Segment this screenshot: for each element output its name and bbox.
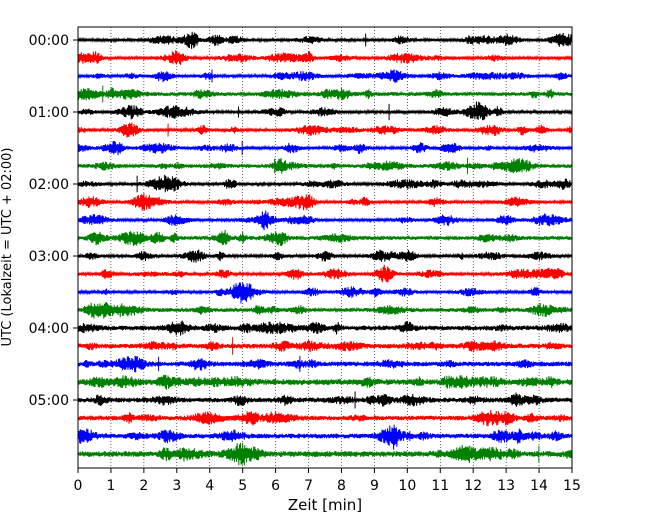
trace-line	[77, 140, 573, 156]
trace-line	[77, 355, 573, 373]
trace-line	[77, 229, 573, 246]
trace-line	[77, 374, 573, 390]
x-tick-label: 2	[139, 478, 148, 494]
seismic-traces	[77, 31, 573, 466]
trace-line	[77, 442, 573, 466]
y-axis-label: UTC (Lokalzeit = UTC + 02:00)	[0, 148, 15, 347]
trace-line	[77, 409, 573, 427]
trace-line	[77, 85, 573, 103]
trace-line	[77, 50, 573, 65]
trace-line	[77, 210, 573, 231]
y-tick-label: 04:00	[29, 321, 69, 337]
x-tick-label: 12	[464, 478, 482, 494]
trace-line	[77, 264, 573, 283]
trace-line	[77, 31, 573, 49]
x-tick-label: 8	[337, 478, 346, 494]
x-tick-label: 1	[106, 478, 115, 494]
x-tick-label: 9	[370, 478, 379, 494]
x-tick-label: 13	[497, 478, 515, 494]
x-tick-label: 4	[205, 478, 214, 494]
trace-line	[77, 337, 573, 355]
x-tick-label: 5	[238, 478, 247, 494]
x-tick-label: 11	[431, 478, 449, 494]
trace-line	[77, 302, 573, 319]
y-tick-label: 03:00	[29, 249, 69, 265]
trace-line	[77, 157, 573, 175]
plot-frame	[77, 26, 573, 469]
trace-line	[77, 424, 573, 450]
x-tick-label: 0	[74, 478, 83, 494]
x-tick-label: 7	[304, 478, 313, 494]
trace-line	[77, 391, 573, 409]
plot-area	[78, 27, 572, 468]
trace-line	[77, 69, 573, 83]
x-tick-label: 10	[398, 478, 416, 494]
x-tick-label: 14	[530, 478, 548, 494]
x-tick-label: 3	[172, 478, 181, 494]
x-tick-label: 15	[563, 478, 581, 494]
y-axis: 00:00 01:00 02:00 03:00 04:00 05:00	[29, 33, 78, 409]
trace-line	[77, 174, 573, 193]
y-tick-label: 02:00	[29, 177, 69, 193]
y-tick-label: 00:00	[29, 33, 69, 49]
x-axis: 0 1 2 3 4 5 6 7 8 9 10 11 12 13 14 15	[74, 468, 581, 494]
trace-line	[77, 122, 573, 138]
trace-line	[77, 282, 573, 304]
trace-line	[77, 193, 573, 211]
x-tick-label: 6	[271, 478, 280, 494]
trace-line	[77, 320, 573, 336]
trace-line	[77, 249, 573, 263]
trace-line	[77, 101, 573, 121]
y-tick-label: 05:00	[29, 393, 69, 409]
y-tick-label: 01:00	[29, 105, 69, 121]
x-axis-label: Zeit [min]	[288, 496, 362, 514]
